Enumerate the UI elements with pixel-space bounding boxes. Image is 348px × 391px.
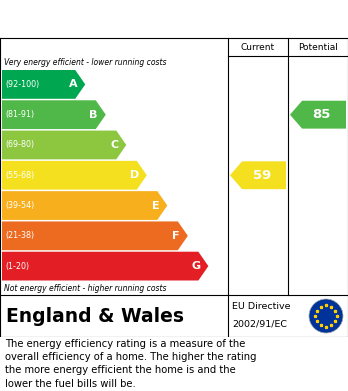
Polygon shape [230, 161, 286, 189]
Text: (55-68): (55-68) [5, 171, 34, 180]
Text: (92-100): (92-100) [5, 80, 39, 89]
Text: England & Wales: England & Wales [6, 307, 184, 325]
Circle shape [309, 299, 343, 333]
Polygon shape [290, 101, 346, 129]
Text: EU Directive: EU Directive [232, 302, 291, 311]
Text: E: E [152, 201, 159, 210]
Text: The energy efficiency rating is a measure of the
overall efficiency of a home. T: The energy efficiency rating is a measur… [5, 339, 256, 389]
Text: (39-54): (39-54) [5, 201, 34, 210]
Polygon shape [2, 161, 147, 190]
Polygon shape [2, 252, 208, 280]
Text: A: A [69, 79, 77, 90]
Polygon shape [2, 191, 167, 220]
Text: D: D [129, 170, 139, 180]
Text: (1-20): (1-20) [5, 262, 29, 271]
Text: F: F [172, 231, 180, 241]
Text: G: G [191, 261, 200, 271]
Text: (21-38): (21-38) [5, 231, 34, 240]
Polygon shape [2, 100, 106, 129]
Text: C: C [110, 140, 118, 150]
Polygon shape [2, 221, 188, 250]
Text: B: B [89, 110, 98, 120]
Polygon shape [2, 131, 126, 160]
Text: (69-80): (69-80) [5, 140, 34, 149]
Text: (81-91): (81-91) [5, 110, 34, 119]
Text: Current: Current [241, 43, 275, 52]
Text: 85: 85 [313, 108, 331, 121]
Text: 59: 59 [253, 169, 271, 182]
Text: Not energy efficient - higher running costs: Not energy efficient - higher running co… [4, 284, 166, 293]
Text: Very energy efficient - lower running costs: Very energy efficient - lower running co… [4, 58, 166, 67]
Text: Energy Efficiency Rating: Energy Efficiency Rating [10, 11, 232, 27]
Text: 2002/91/EC: 2002/91/EC [232, 320, 287, 329]
Polygon shape [2, 70, 85, 99]
Text: Potential: Potential [298, 43, 338, 52]
